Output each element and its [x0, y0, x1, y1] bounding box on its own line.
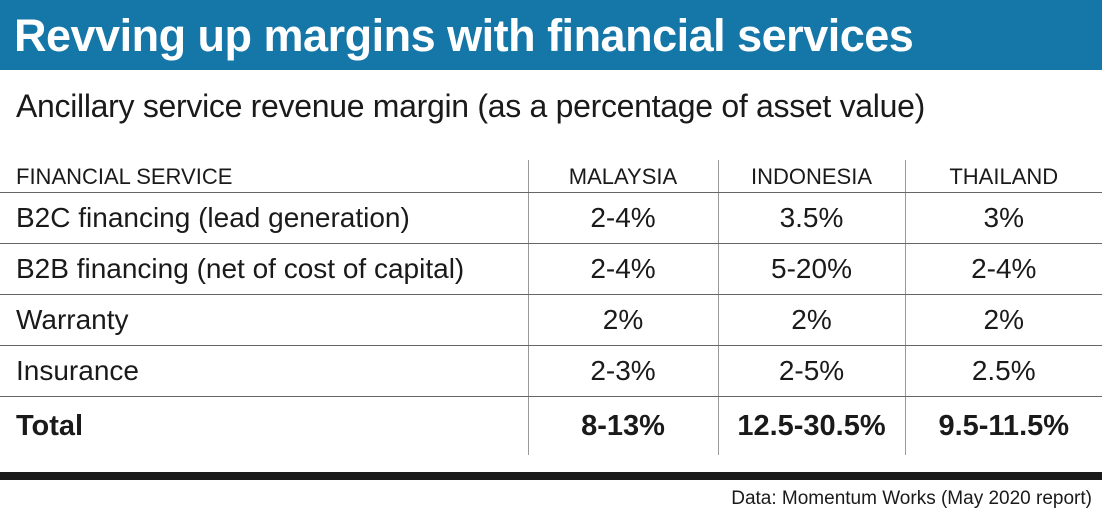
table-row: B2B financing (net of cost of capital) 2…: [0, 243, 1102, 295]
cell-thailand: 2%: [904, 294, 1102, 346]
row-label: B2B financing (net of cost of capital): [0, 243, 528, 295]
page-subtitle: Ancillary service revenue margin (as a p…: [16, 88, 925, 124]
column-header-indonesia: INDONESIA: [717, 160, 905, 193]
total-row: Total 8-13% 12.5-30.5% 9.5-11.5%: [0, 396, 1102, 455]
table-header-row: FINANCIAL SERVICE MALAYSIA INDONESIA THA…: [0, 160, 1102, 193]
margin-table: FINANCIAL SERVICE MALAYSIA INDONESIA THA…: [0, 160, 1102, 455]
total-malaysia: 8-13%: [527, 396, 718, 455]
cell-malaysia: 2-4%: [527, 192, 718, 244]
row-label: Insurance: [0, 345, 528, 397]
cell-malaysia: 2-3%: [527, 345, 718, 397]
cell-indonesia: 5-20%: [717, 243, 905, 295]
cell-thailand: 2-4%: [904, 243, 1102, 295]
row-label: Warranty: [0, 294, 528, 346]
total-thailand: 9.5-11.5%: [904, 396, 1102, 455]
column-header-service: FINANCIAL SERVICE: [0, 160, 528, 193]
cell-thailand: 2.5%: [904, 345, 1102, 397]
cell-indonesia: 2-5%: [717, 345, 905, 397]
column-header-thailand: THAILAND: [904, 160, 1102, 193]
bottom-divider: [0, 472, 1102, 480]
table-row: Insurance 2-3% 2-5% 2.5%: [0, 345, 1102, 397]
column-header-malaysia: MALAYSIA: [527, 160, 718, 193]
page-title: Revving up margins with financial servic…: [14, 9, 914, 61]
cell-malaysia: 2%: [527, 294, 718, 346]
total-indonesia: 12.5-30.5%: [717, 396, 905, 455]
total-label: Total: [16, 409, 84, 442]
row-label: B2C financing (lead generation): [0, 192, 528, 244]
cell-indonesia: 2%: [717, 294, 905, 346]
table-row: Warranty 2% 2% 2%: [0, 294, 1102, 346]
cell-malaysia: 2-4%: [527, 243, 718, 295]
table-row: B2C financing (lead generation) 2-4% 3.5…: [0, 192, 1102, 244]
source-note: Data: Momentum Works (May 2020 report): [731, 488, 1092, 509]
title-banner: Revving up margins with financial servic…: [0, 0, 1102, 70]
cell-indonesia: 3.5%: [717, 192, 905, 244]
cell-thailand: 3%: [904, 192, 1102, 244]
